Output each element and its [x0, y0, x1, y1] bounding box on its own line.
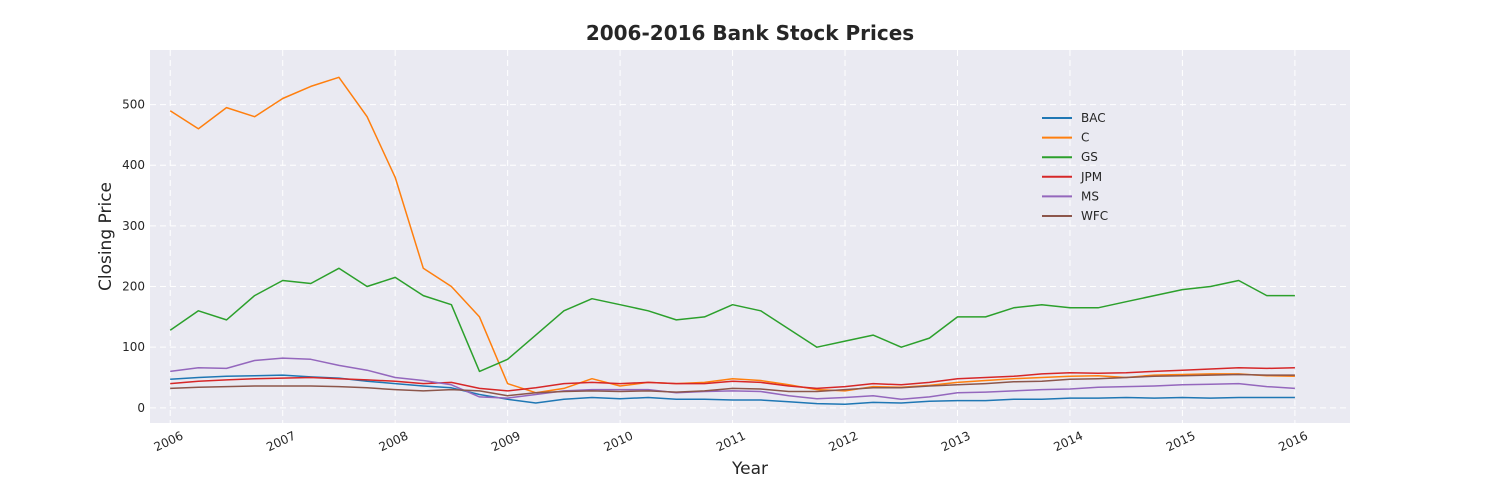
- x-tick-label: 2010: [602, 429, 636, 455]
- legend-label: JPM: [1080, 170, 1102, 184]
- y-tick-label: 0: [137, 401, 145, 415]
- y-tick-label: 200: [122, 280, 145, 294]
- series-line-wfc: [170, 373, 1295, 397]
- legend-item-gs: GS: [1042, 150, 1098, 164]
- legend-label: MS: [1081, 189, 1099, 203]
- legend-item-ms: MS: [1042, 189, 1099, 203]
- y-tick-label: 100: [122, 340, 145, 354]
- x-tick-label: 2014: [1051, 429, 1085, 455]
- x-tick-label: 2013: [939, 429, 973, 455]
- x-tick-label: 2007: [264, 429, 298, 455]
- x-tick-label: 2012: [827, 429, 861, 455]
- legend-item-bac: BAC: [1042, 111, 1106, 125]
- x-tick-label: 2009: [489, 429, 523, 455]
- series-line-jpm: [170, 367, 1295, 392]
- chart-title: 2006-2016 Bank Stock Prices: [586, 21, 914, 45]
- x-tick-label: 2015: [1164, 429, 1198, 455]
- series-layer: [169, 76, 1295, 405]
- legend-label: WFC: [1081, 209, 1108, 223]
- legend-item-jpm: JPM: [1042, 170, 1102, 184]
- x-tick-label: 2011: [714, 429, 748, 455]
- y-tick-label: 300: [122, 219, 145, 233]
- x-tick-labels: 2006 2007 2008 2009 2010 2011 2012 2013 2014 2015…: [152, 429, 1310, 455]
- legend-label: C: [1081, 131, 1089, 145]
- legend: BAC C GS JPM MS WFC: [1042, 111, 1108, 223]
- y-tick-labels: 0 100 200 300 400 500: [122, 98, 145, 415]
- x-tick-label: 2008: [377, 429, 411, 455]
- legend-item-c: C: [1042, 131, 1089, 145]
- legend-item-wfc: WFC: [1042, 209, 1108, 223]
- x-tick-label: 2006: [152, 429, 186, 455]
- y-tick-label: 500: [122, 98, 145, 112]
- legend-label: GS: [1081, 150, 1098, 164]
- series-line-ms: [170, 357, 1295, 401]
- legend-label: BAC: [1081, 111, 1106, 125]
- grid-lines: [150, 50, 1350, 423]
- series-line-c: [169, 76, 1295, 394]
- y-axis-label: Closing Price: [96, 182, 116, 291]
- series-line-gs: [169, 267, 1295, 373]
- x-axis-label: Year: [731, 459, 768, 479]
- y-tick-label: 400: [122, 158, 145, 172]
- plot-background: [150, 50, 1350, 423]
- x-tick-label: 2016: [1276, 429, 1310, 455]
